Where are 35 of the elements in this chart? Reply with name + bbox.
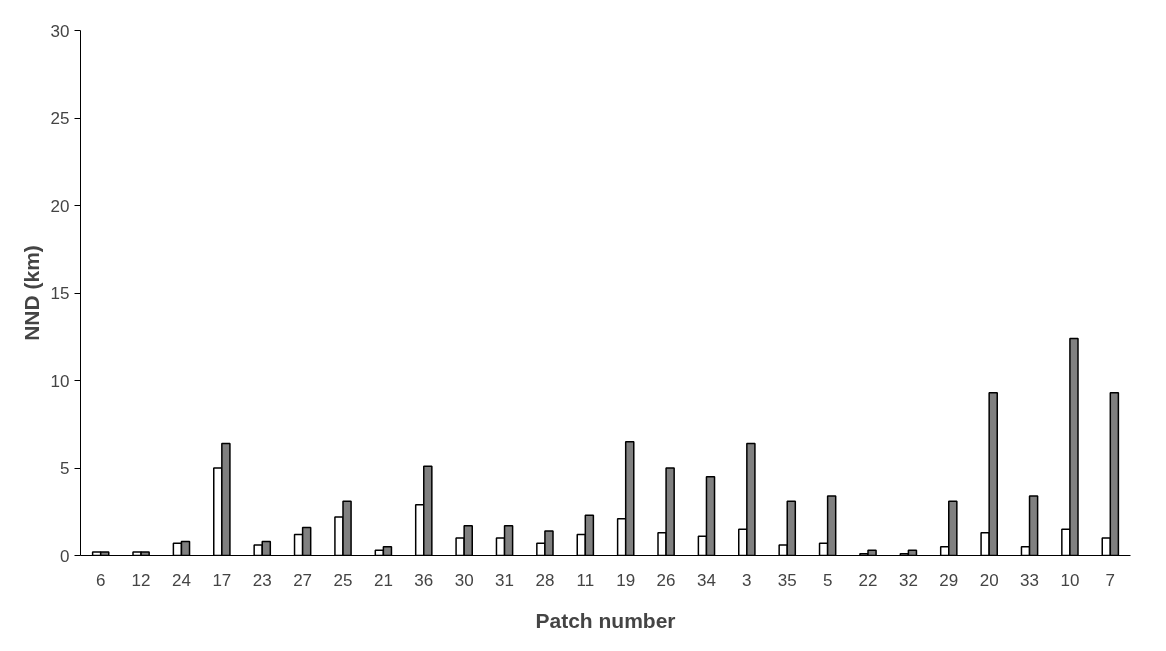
x-tick-label: 33 [1020,570,1040,590]
x-tick-label: 17 [212,570,232,590]
x-tick-label: 36 [414,570,434,590]
x-tick-label: 3 [742,570,752,590]
x-tick-label: 11 [576,570,595,590]
x-tick-label: 26 [656,570,676,590]
x-axis-title: Patch number [535,608,676,632]
x-tick-label: 24 [172,570,191,590]
y-tick-label: 10 [50,371,70,391]
x-tick-label: 21 [373,570,393,590]
x-tick-label: 30 [454,570,474,590]
y-tick-label: 15 [50,284,70,303]
x-tick-label: 25 [333,570,353,590]
y-tick-label: 5 [60,459,70,478]
x-tick-label: 29 [939,570,959,590]
x-tick-label: 20 [979,570,999,590]
y-axis-title: NND (km) [19,245,43,341]
x-tick-label: 27 [293,570,313,590]
x-tick-label: 28 [535,570,555,590]
x-tick-label: 6 [95,570,106,590]
x-tick-label: 10 [1060,570,1080,590]
x-tick-label: 22 [858,570,878,590]
x-tick-label: 12 [131,570,151,590]
x-tick-label: 5 [822,570,833,590]
x-tick-label: 32 [898,570,918,590]
x-tick-label: 19 [616,570,636,590]
y-tick-label: 25 [50,109,70,128]
y-tick-label: 30 [50,21,70,41]
y-tick-label: 0 [60,546,70,566]
x-tick-label: 7 [1105,570,1116,590]
x-tick-label: 31 [495,570,515,590]
x-tick-label: 35 [777,570,797,590]
x-tick-label: 23 [252,570,272,590]
y-tick-label: 20 [50,196,70,216]
x-tick-label: 34 [697,570,716,590]
